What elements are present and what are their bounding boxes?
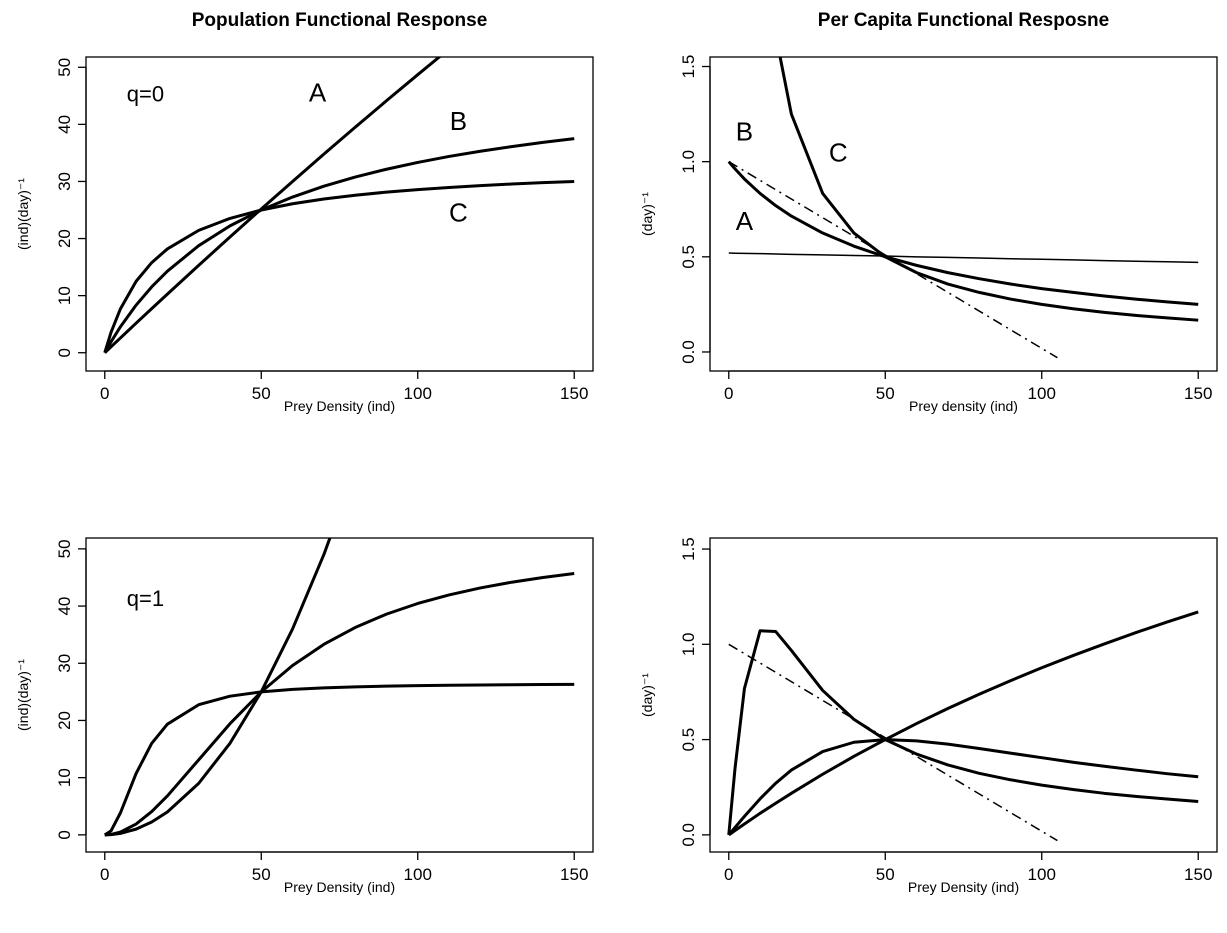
x-tick-label: 150 [1184,865,1212,884]
panel: Per Capita Functional Resposne 0 50 100 150 P… [639,10,1218,414]
y-tick-label: 20 [55,711,74,730]
annotation: q=0 [127,82,164,107]
y-tick-label: 1.5 [679,537,698,561]
annotation: q=1 [127,586,164,611]
x-tick-label: 100 [1028,384,1056,403]
y-tick-label: 20 [55,229,74,248]
panel-title: Population Functional Response [192,10,488,31]
x-tick-label: 50 [876,384,895,403]
x-tick-label: 50 [252,865,271,884]
curve [103,57,442,354]
panel-title: Per Capita Functional Resposne [818,10,1109,31]
y-tick-label: 50 [55,58,74,77]
x-tick-label: 50 [876,865,895,884]
x-tick-label: 0 [724,384,733,403]
y-axis-label: (day)⁻¹ [639,192,655,236]
x-tick-label: 0 [100,865,109,884]
y-tick-label: 0 [55,348,74,357]
x-tick-label: 150 [1184,384,1212,403]
x-tick-label: 150 [560,865,588,884]
y-tick-label: 0.5 [679,728,698,752]
x-tick-label: 150 [560,384,588,403]
annotation: A [736,206,754,236]
curve [728,643,1058,842]
x-tick-label: 100 [404,865,432,884]
y-tick-label: 1.0 [679,632,698,656]
annotation: B [736,117,753,147]
x-axis-label: Prey density (ind) [909,398,1018,414]
plot-box [709,537,1218,853]
annotation: B [450,106,467,136]
y-tick-label: 0 [55,830,74,839]
y-tick-label: 30 [55,654,74,673]
curve [727,629,1199,835]
x-axis-label: Prey Density (ind) [284,398,395,414]
y-tick-label: 30 [55,172,74,191]
y-tick-label: 40 [55,115,74,134]
curve [728,252,1199,264]
y-axis-label: (ind)(day)⁻¹ [15,659,31,731]
x-tick-label: 0 [724,865,733,884]
curve [727,738,1199,836]
y-axis-label: (day)⁻¹ [639,673,655,717]
panel: 0 50 100 150 Prey Density (ind) 0.0 0.5 1.0 1.5 (… [639,537,1218,895]
curve [104,538,332,837]
curve [727,160,1199,306]
y-tick-label: 1.5 [679,55,698,79]
y-tick-label: 40 [55,597,74,616]
x-tick-label: 0 [100,384,109,403]
y-tick-label: 10 [55,286,74,305]
panel: 0 50 100 150 Prey Density (ind) 0 10 20 30 40 50 (i… [15,537,594,895]
curve [728,161,1058,359]
annotation: A [309,78,327,108]
y-axis-label: (ind)(day)⁻¹ [15,178,31,250]
y-tick-label: 0.5 [679,245,698,269]
x-tick-label: 50 [252,384,271,403]
y-tick-label: 1.0 [679,150,698,174]
curve [778,57,1199,322]
y-tick-label: 10 [55,768,74,787]
x-axis-label: Prey Density (ind) [908,879,1019,895]
y-tick-label: 0.0 [679,823,698,847]
y-tick-label: 0.0 [679,340,698,364]
curve [727,610,1199,837]
x-tick-label: 100 [1028,865,1056,884]
x-axis-label: Prey Density (ind) [284,879,395,895]
curve [103,179,575,354]
curve [103,137,575,354]
annotation: C [829,138,848,168]
y-tick-label: 50 [55,539,74,558]
annotation: C [449,197,468,227]
curve [103,682,575,837]
curve [104,572,575,837]
x-tick-label: 100 [404,384,432,403]
